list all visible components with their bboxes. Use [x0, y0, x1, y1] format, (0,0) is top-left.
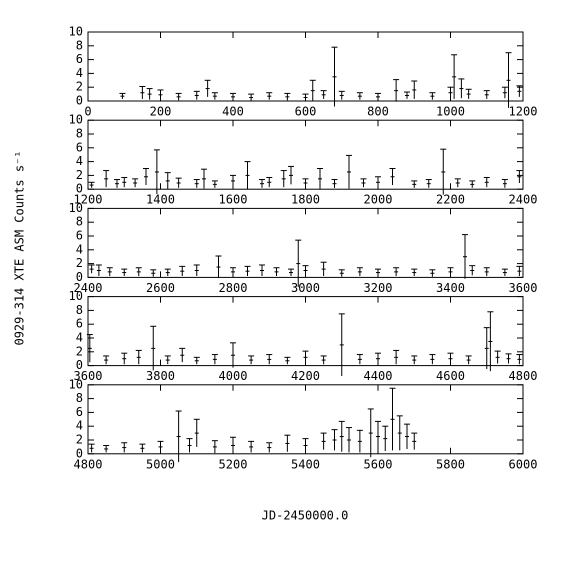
y-tick-label: 2: [76, 256, 83, 270]
y-tick-label: 2: [76, 168, 83, 182]
y-tick-label: 4: [76, 242, 83, 256]
x-axis-label: JD-2450000.0: [262, 509, 349, 523]
x-tick-label: 800: [367, 105, 389, 119]
x-tick-label: 5600: [364, 457, 393, 471]
x-tick-label: 1400: [146, 193, 175, 207]
x-tick-label: 6000: [509, 457, 538, 471]
y-tick-label: 4: [76, 331, 83, 345]
y-axis-label: 0929-314 XTE ASM Counts s⁻¹: [13, 150, 27, 345]
y-tick-label: 0: [76, 270, 83, 284]
x-tick-label: 400: [222, 105, 244, 119]
x-tick-label: 4000: [219, 369, 248, 383]
x-tick-label: 1200: [74, 193, 103, 207]
x-tick-label: 2600: [146, 281, 175, 295]
x-tick-label: 2000: [364, 193, 393, 207]
y-tick-label: 6: [76, 52, 83, 66]
x-tick-label: 5400: [291, 457, 320, 471]
x-tick-label: 1000: [436, 105, 465, 119]
x-tick-label: 3600: [74, 369, 103, 383]
y-tick-label: 8: [76, 38, 83, 52]
x-tick-label: 3200: [364, 281, 393, 295]
y-tick-label: 10: [69, 113, 83, 127]
y-tick-label: 4: [76, 154, 83, 168]
x-tick-label: 3800: [146, 369, 175, 383]
y-tick-label: 0: [76, 446, 83, 460]
y-tick-label: 8: [76, 303, 83, 317]
y-tick-label: 6: [76, 140, 83, 154]
y-tick-label: 0: [76, 358, 83, 372]
y-tick-label: 2: [76, 344, 83, 358]
x-tick-label: 3000: [291, 281, 320, 295]
x-tick-label: 5000: [146, 457, 175, 471]
y-tick-label: 6: [76, 317, 83, 331]
x-tick-label: 2800: [219, 281, 248, 295]
x-tick-label: 3400: [436, 281, 465, 295]
x-tick-label: 1200: [509, 105, 538, 119]
y-tick-label: 0: [76, 182, 83, 196]
x-tick-label: 0: [84, 105, 91, 119]
y-tick-label: 10: [69, 201, 83, 215]
y-tick-label: 2: [76, 433, 83, 447]
x-tick-label: 5200: [219, 457, 248, 471]
y-tick-label: 6: [76, 229, 83, 243]
x-tick-label: 3600: [509, 281, 538, 295]
plot-frame: [87, 31, 524, 102]
x-tick-label: 2400: [509, 193, 538, 207]
x-tick-label: 1600: [219, 193, 248, 207]
y-tick-label: 2: [76, 80, 83, 94]
y-tick-label: 8: [76, 215, 83, 229]
y-tick-label: 10: [69, 25, 83, 39]
x-tick-label: 2400: [74, 281, 103, 295]
x-tick-label: 5800: [436, 457, 465, 471]
y-tick-label: 8: [76, 391, 83, 405]
y-tick-label: 8: [76, 127, 83, 141]
x-tick-label: 1800: [291, 193, 320, 207]
y-tick-label: 4: [76, 419, 83, 433]
y-tick-label: 4: [76, 66, 83, 80]
x-tick-label: 600: [295, 105, 317, 119]
x-tick-label: 200: [150, 105, 172, 119]
x-tick-label: 4200: [291, 369, 320, 383]
y-tick-label: 0: [76, 94, 83, 108]
y-tick-label: 6: [76, 405, 83, 419]
y-tick-label: 10: [69, 289, 83, 303]
x-tick-label: 4400: [364, 369, 393, 383]
x-tick-label: 2200: [436, 193, 465, 207]
y-tick-label: 10: [69, 377, 83, 391]
x-tick-label: 4600: [436, 369, 465, 383]
x-tick-label: 4800: [74, 457, 103, 471]
x-tick-label: 4800: [509, 369, 538, 383]
